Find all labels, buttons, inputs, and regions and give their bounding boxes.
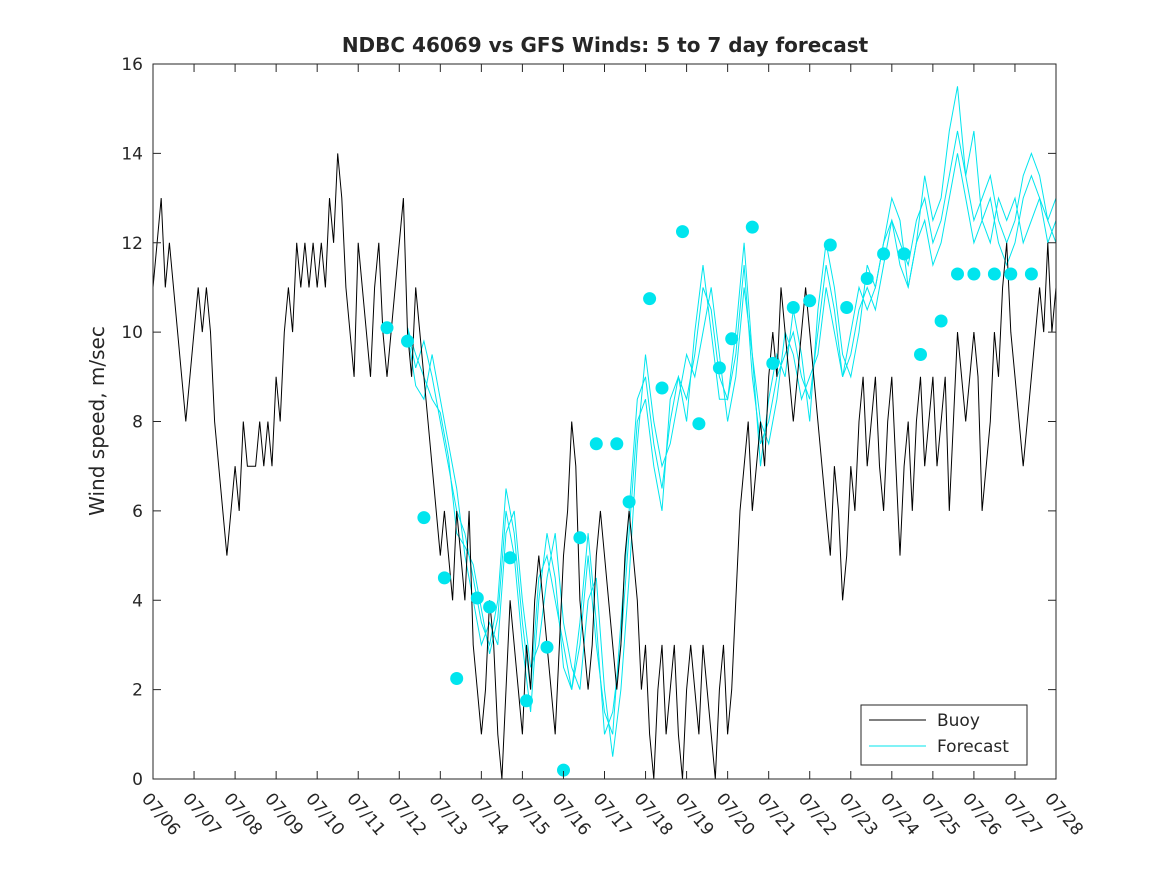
forecast-marker bbox=[540, 640, 554, 654]
legend-box bbox=[860, 704, 1028, 766]
y-tick-label: 12 bbox=[121, 234, 143, 254]
x-tick-label: 07/26 bbox=[958, 789, 1005, 839]
forecast-marker bbox=[860, 272, 874, 285]
x-tick-label: 07/21 bbox=[753, 789, 800, 839]
forecast-marker bbox=[557, 763, 570, 777]
y-tick-label: 8 bbox=[132, 413, 143, 433]
forecast-marker bbox=[520, 694, 533, 708]
y-axis-label: Wind speed, m/sec bbox=[85, 326, 109, 516]
forecast-marker bbox=[676, 225, 689, 239]
x-tick-label: 07/14 bbox=[466, 789, 513, 839]
x-tick-label: 07/06 bbox=[137, 789, 184, 839]
forecast-marker bbox=[417, 511, 431, 525]
y-axis: 0 2 4 6 8 10 12 14 16 bbox=[121, 55, 1056, 790]
forecast-marker bbox=[692, 417, 706, 431]
forecast-marker bbox=[877, 247, 891, 261]
y-tick-label: 6 bbox=[132, 502, 143, 522]
forecast-marker bbox=[1004, 267, 1018, 281]
forecast-marker bbox=[897, 247, 911, 261]
x-tick-label: 07/10 bbox=[301, 789, 348, 839]
x-tick-label: 07/22 bbox=[794, 789, 841, 839]
x-tick-label: 07/20 bbox=[712, 789, 759, 839]
y-tick-label: 0 bbox=[132, 770, 143, 790]
forecast-marker bbox=[380, 321, 394, 335]
x-tick-label: 07/13 bbox=[424, 789, 471, 839]
plot-area-frame bbox=[152, 63, 1057, 780]
legend-label-buoy: Buoy bbox=[937, 711, 980, 731]
forecast-marker bbox=[725, 332, 739, 346]
y-tick-label: 4 bbox=[132, 591, 143, 611]
y-tick-label: 16 bbox=[121, 55, 143, 75]
chart-title: NDBC 46069 vs GFS Winds: 5 to 7 day fore… bbox=[342, 33, 869, 57]
buoy-line bbox=[152, 153, 1057, 780]
forecast-marker bbox=[655, 381, 669, 395]
forecast-marker bbox=[503, 551, 517, 565]
x-tick-label: 07/17 bbox=[589, 789, 636, 839]
x-tick-label: 07/28 bbox=[1040, 789, 1087, 839]
forecast-marker bbox=[450, 672, 464, 685]
forecast-marker bbox=[823, 238, 837, 252]
forecast-marker bbox=[786, 301, 800, 314]
y-tick-label: 2 bbox=[132, 681, 143, 701]
y-tick-label: 14 bbox=[121, 144, 143, 164]
x-tick-label: 07/08 bbox=[219, 789, 266, 839]
forecast-marker bbox=[934, 314, 948, 328]
x-tick-label: 07/19 bbox=[671, 789, 718, 839]
forecast-marker bbox=[712, 361, 726, 375]
y-tick-label: 10 bbox=[121, 323, 143, 343]
plot-series bbox=[152, 86, 1057, 780]
forecast-marker bbox=[766, 356, 780, 370]
forecast-line-2 bbox=[407, 153, 1057, 757]
forecast-line-3 bbox=[407, 86, 1057, 735]
x-tick-label: 07/25 bbox=[917, 789, 964, 839]
x-tick-label: 07/11 bbox=[342, 789, 389, 839]
forecast-line-1 bbox=[407, 130, 1057, 735]
forecast-marker bbox=[610, 437, 624, 451]
forecast-marker bbox=[914, 348, 927, 361]
forecast-marker bbox=[745, 220, 759, 234]
forecast-marker bbox=[470, 591, 484, 605]
forecast-marker bbox=[622, 495, 636, 509]
forecast-marker bbox=[951, 267, 964, 281]
forecast-marker bbox=[401, 334, 414, 348]
forecast-marker bbox=[589, 437, 603, 451]
forecast-marker bbox=[483, 600, 497, 614]
forecast-markers bbox=[380, 220, 1038, 777]
x-tick-label: 07/24 bbox=[876, 789, 923, 839]
x-tick-label: 07/23 bbox=[835, 789, 882, 839]
forecast-marker bbox=[987, 267, 1001, 281]
x-tick-label: 07/16 bbox=[548, 789, 595, 839]
x-tick-label: 07/07 bbox=[178, 789, 225, 839]
forecast-marker bbox=[840, 301, 854, 314]
forecast-marker bbox=[967, 267, 981, 281]
x-tick-label: 07/09 bbox=[260, 789, 307, 839]
x-tick-label: 07/18 bbox=[630, 789, 677, 839]
forecast-marker bbox=[573, 531, 587, 545]
forecast-marker bbox=[803, 294, 817, 308]
forecast-marker bbox=[643, 292, 657, 306]
x-tick-label: 07/27 bbox=[999, 789, 1046, 839]
legend-label-forecast: Forecast bbox=[937, 737, 1009, 757]
legend: Buoy Forecast bbox=[860, 704, 1028, 766]
forecast-marker bbox=[1024, 267, 1038, 281]
x-tick-label: 07/12 bbox=[383, 789, 430, 839]
x-tick-label: 07/15 bbox=[507, 789, 554, 839]
forecast-marker bbox=[437, 571, 451, 585]
